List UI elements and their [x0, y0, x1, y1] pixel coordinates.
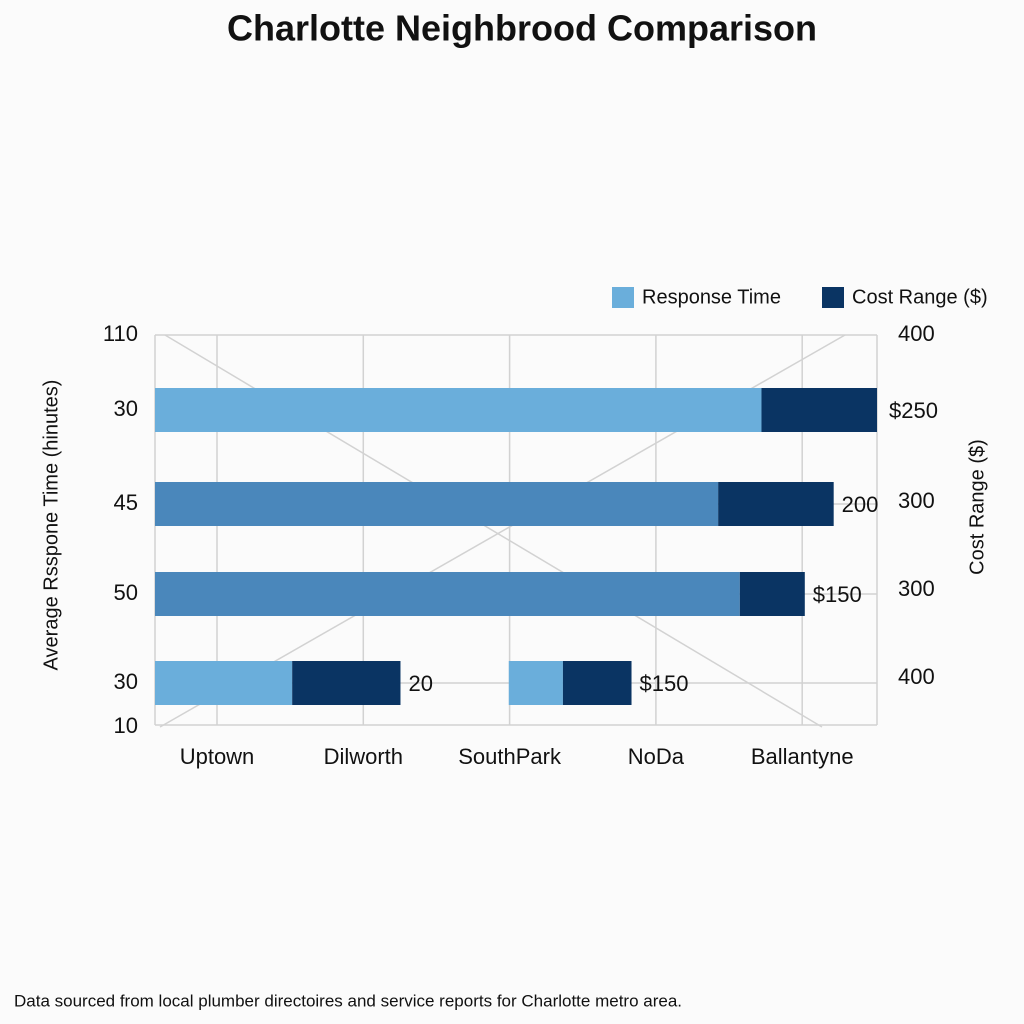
bar-segment	[155, 482, 719, 526]
y-tick-label: 45	[114, 490, 138, 515]
bar-segment	[155, 572, 740, 616]
y2-tick-label: 400	[898, 664, 935, 689]
y2-tick-label: 300	[898, 576, 935, 601]
bar-segment	[761, 388, 877, 432]
legend-swatch	[612, 287, 634, 308]
y-tick-label: 50	[114, 580, 138, 605]
chart-title: Charlotte Neighbrood Comparison	[227, 8, 817, 49]
y2-tick-label: 300	[898, 488, 935, 513]
bar-segment	[292, 661, 401, 705]
legend-label: Response Time	[642, 286, 781, 308]
y2-axis-title: Cost Range ($)	[966, 439, 988, 575]
y-tick-label: 10	[114, 713, 138, 738]
bar-label: $150	[813, 582, 862, 607]
bar-label: 200	[842, 492, 879, 517]
x-tick-label: SouthPark	[458, 744, 562, 769]
y-tick-label: 30	[114, 396, 138, 421]
x-tick-label: Ballantyne	[751, 744, 854, 769]
bar-segment	[718, 482, 834, 526]
bar-segment	[155, 388, 762, 432]
bar-label: $250	[889, 398, 938, 423]
bar-label: $150	[640, 671, 689, 696]
y-tick-label: 110	[103, 321, 138, 346]
bar-segment	[155, 661, 293, 705]
bar-label: 20	[408, 671, 432, 696]
bar-segment	[739, 572, 805, 616]
y-tick-label: 30	[114, 669, 138, 694]
bar-segment	[562, 661, 632, 705]
x-tick-label: Uptown	[180, 744, 255, 769]
y-axis-title: Average Rsspone Time (hinutes)	[40, 380, 62, 671]
legend-swatch	[822, 287, 844, 308]
bar-segment	[508, 661, 563, 705]
x-tick-label: NoDa	[628, 744, 685, 769]
x-tick-label: Dilworth	[324, 744, 403, 769]
legend-label: Cost Range ($)	[852, 286, 988, 308]
y2-tick-label: 400	[898, 321, 935, 346]
footnote: Data sourced from local plumber directoi…	[14, 991, 682, 1010]
